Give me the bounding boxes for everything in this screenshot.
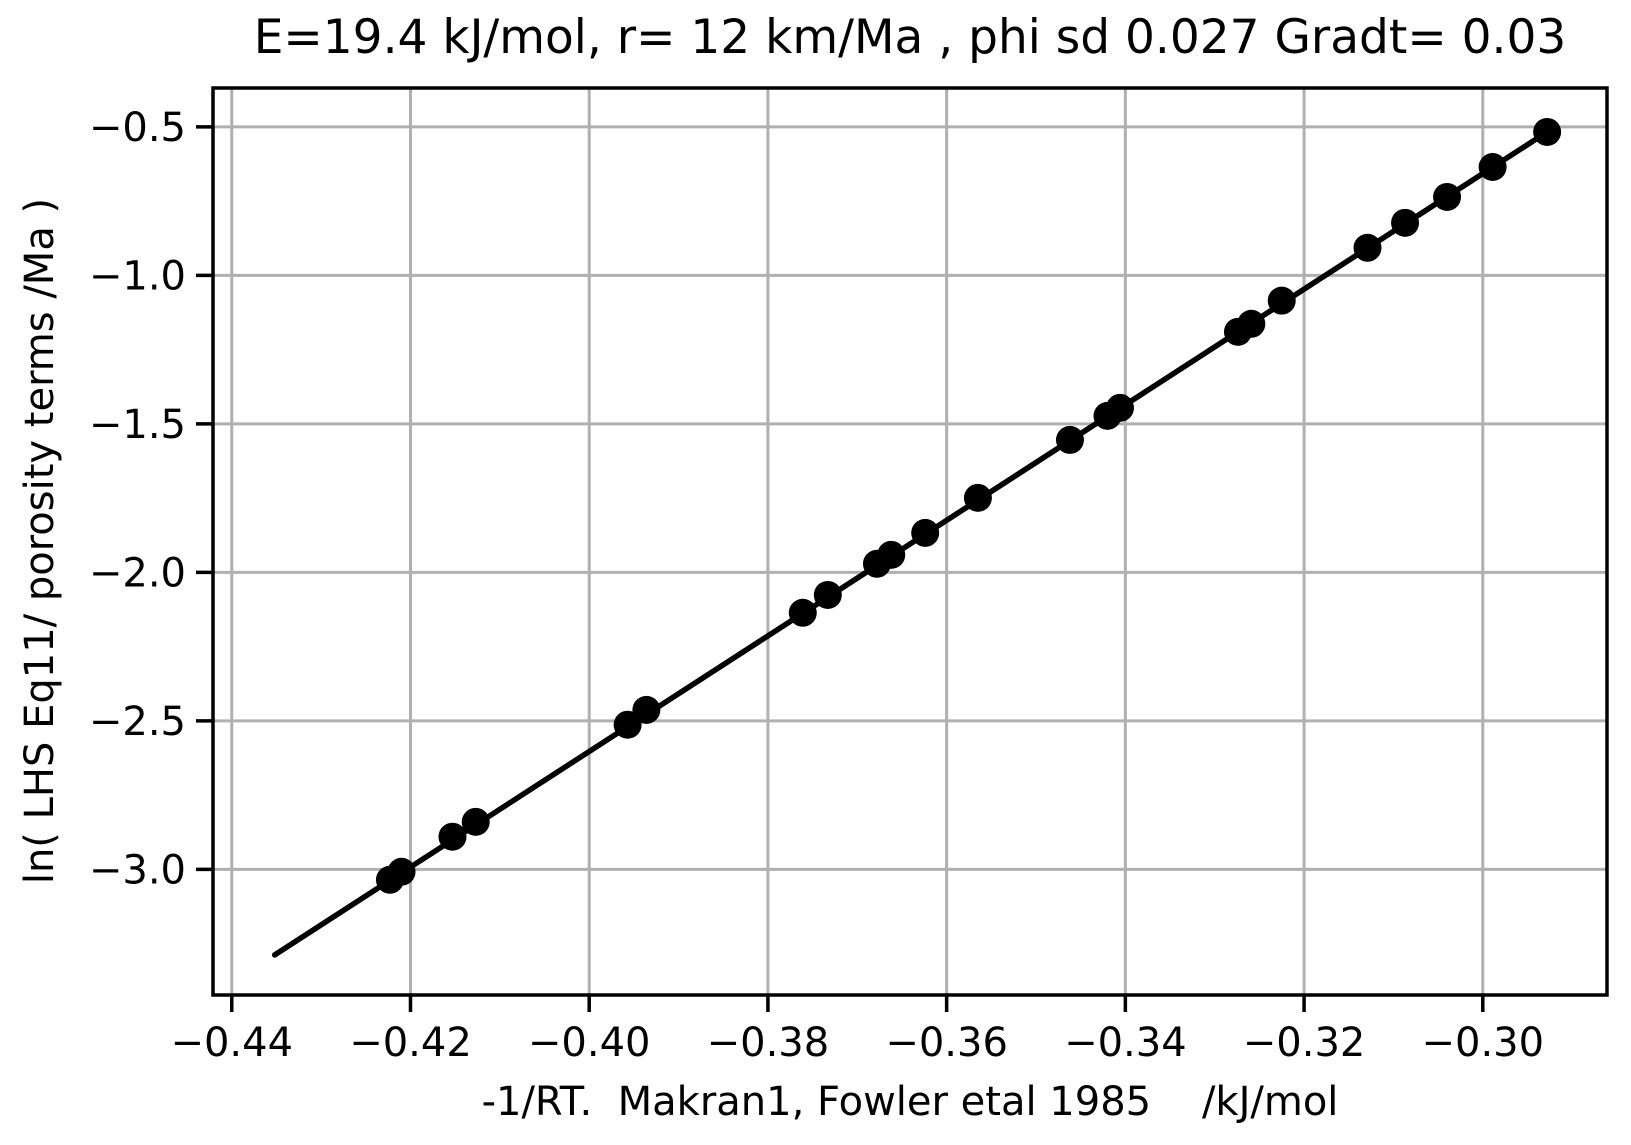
y-tick-label: −2.0: [89, 550, 186, 596]
y-tick-label: −2.5: [89, 699, 186, 745]
data-point: [632, 695, 661, 724]
data-point: [963, 483, 992, 512]
data-point: [788, 598, 817, 627]
data-point: [461, 807, 490, 836]
x-tick-label: −0.34: [1064, 1020, 1187, 1066]
data-point: [1237, 309, 1266, 338]
data-point: [438, 822, 467, 851]
data-point: [613, 710, 642, 739]
data-point: [1055, 425, 1084, 454]
x-tick-label: −0.30: [1422, 1020, 1545, 1066]
x-tick-label: −0.36: [885, 1020, 1008, 1066]
data-point: [387, 857, 416, 886]
data-point: [813, 580, 842, 609]
y-tick-label: −1.0: [89, 253, 186, 299]
data-point: [1478, 152, 1507, 181]
plot-border: [211, 86, 1609, 997]
y-tick-label: −3.0: [89, 847, 186, 893]
x-axis-label: -1/RT. Makran1, Fowler etal 1985 /kJ/mol: [481, 1079, 1339, 1125]
y-tick-label: −0.5: [89, 105, 186, 151]
data-point: [1533, 117, 1562, 146]
y-tick-label: −1.5: [89, 402, 186, 448]
data-point: [1391, 208, 1420, 237]
data-point: [877, 540, 906, 569]
x-tick-label: −0.40: [528, 1020, 651, 1066]
x-tick-label: −0.38: [707, 1020, 830, 1066]
x-tick-label: −0.32: [1243, 1020, 1366, 1066]
x-tick-label: −0.44: [170, 1020, 293, 1066]
data-point: [1433, 182, 1462, 211]
data-point: [1353, 233, 1382, 262]
x-tick-label: −0.42: [349, 1020, 472, 1066]
data-point: [1267, 286, 1296, 315]
chart-title: E=19.4 kJ/mol, r= 12 km/Ma , phi sd 0.02…: [253, 10, 1567, 65]
data-point: [1105, 393, 1134, 422]
data-point: [911, 518, 940, 547]
